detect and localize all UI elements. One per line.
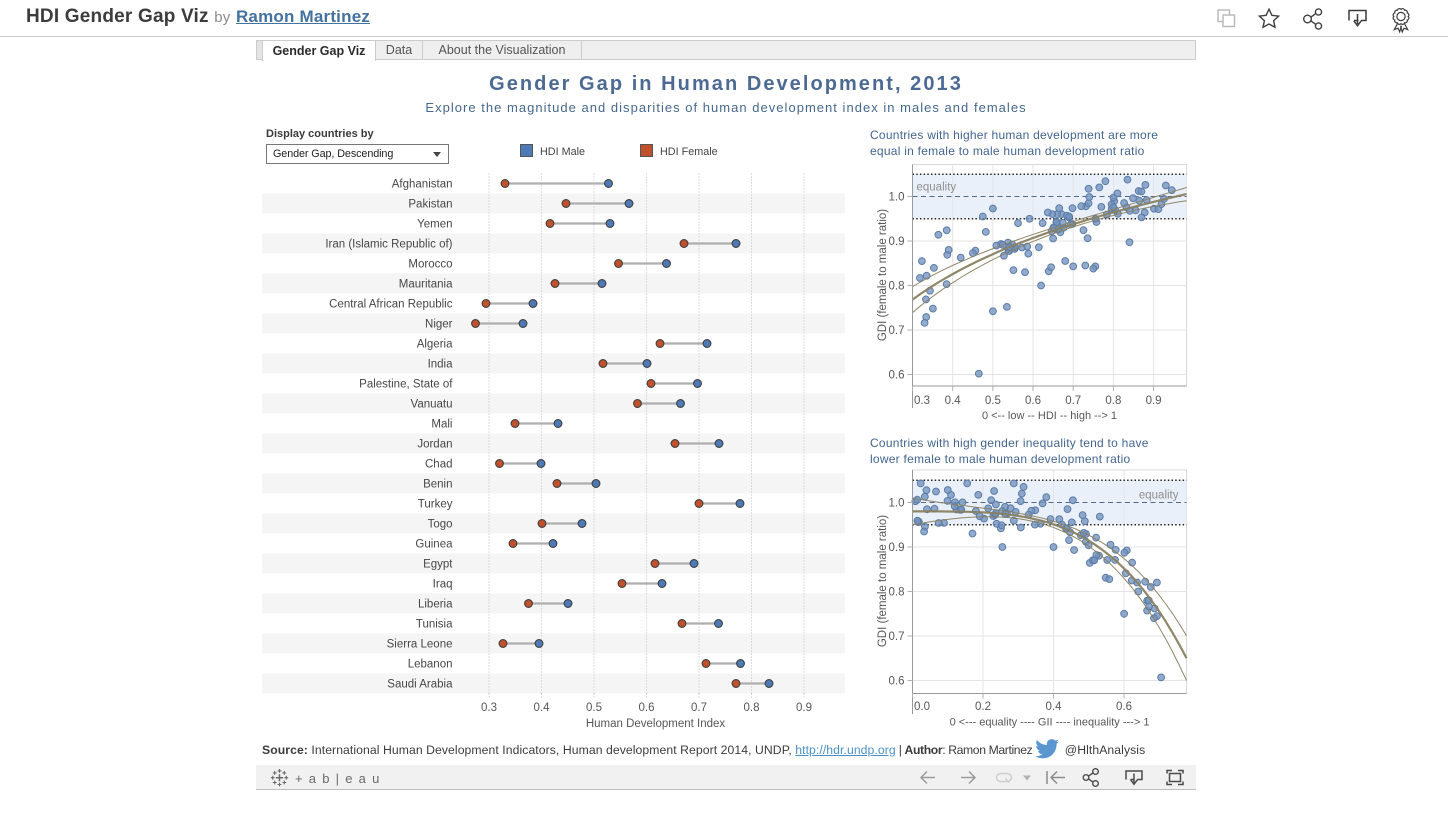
svg-text:0.8: 0.8	[889, 587, 905, 599]
svg-text:Egypt: Egypt	[423, 558, 453, 570]
svg-text:Niger: Niger	[425, 318, 453, 330]
svg-text:0.3: 0.3	[914, 395, 930, 407]
svg-text:0.7: 0.7	[889, 631, 905, 643]
svg-text:1.0: 1.0	[889, 192, 905, 204]
svg-text:0.6: 0.6	[889, 676, 905, 688]
svg-text:equality: equality	[917, 182, 957, 194]
svg-text:Benin: Benin	[423, 478, 452, 490]
svg-text:0.2: 0.2	[975, 701, 991, 713]
svg-text:0.0: 0.0	[914, 701, 930, 713]
svg-text:0 <--- equality ---- GII ----: 0 <--- equality ---- GII ---- inequality…	[950, 716, 1150, 728]
svg-text:Vanuatu: Vanuatu	[411, 398, 453, 410]
svg-text:GDI (female to male ratio): GDI (female to male ratio)	[877, 515, 889, 647]
svg-text:Pakistan: Pakistan	[408, 198, 452, 210]
svg-text:0 <-- low -- HDI -- high --> 1: 0 <-- low -- HDI -- high --> 1	[982, 410, 1117, 422]
svg-text:Mauritania: Mauritania	[399, 278, 453, 290]
svg-text:Guinea: Guinea	[415, 538, 453, 550]
svg-text:Saudi Arabia: Saudi Arabia	[387, 678, 453, 690]
svg-text:Jordan: Jordan	[417, 438, 452, 450]
svg-text:0.5: 0.5	[586, 702, 602, 714]
svg-text:0.4: 0.4	[1046, 701, 1063, 713]
svg-text:0.6: 0.6	[889, 370, 905, 382]
svg-text:0.9: 0.9	[1146, 395, 1162, 407]
svg-text:Iran (Islamic Republic of): Iran (Islamic Republic of)	[325, 238, 452, 250]
svg-text:0.7: 0.7	[691, 702, 707, 714]
svg-text:0.7: 0.7	[889, 325, 905, 337]
svg-text:0.9: 0.9	[889, 542, 905, 554]
svg-text:+ab|eau: +ab|eau	[295, 771, 386, 786]
svg-text:0.4: 0.4	[534, 702, 551, 714]
svg-text:0.9: 0.9	[889, 236, 905, 248]
svg-text:Yemen: Yemen	[417, 218, 452, 230]
svg-text:Iraq: Iraq	[433, 578, 453, 590]
svg-text:Central African Republic: Central African Republic	[329, 298, 453, 310]
svg-text:0.8: 0.8	[744, 702, 760, 714]
svg-text:0.8: 0.8	[1105, 395, 1121, 407]
svg-text:Mali: Mali	[431, 418, 452, 430]
svg-text:Togo: Togo	[428, 518, 453, 530]
svg-text:GDI (female to male ratio): GDI (female to male ratio)	[877, 209, 889, 341]
svg-text:0.7: 0.7	[1065, 395, 1081, 407]
svg-text:India: India	[428, 358, 454, 370]
svg-text:0.8: 0.8	[889, 281, 905, 293]
svg-text:0.6: 0.6	[639, 702, 655, 714]
svg-text:Morocco: Morocco	[408, 258, 452, 270]
svg-text:Afghanistan: Afghanistan	[392, 178, 453, 190]
svg-text:0.6: 0.6	[1116, 701, 1132, 713]
svg-text:Chad: Chad	[425, 458, 453, 470]
svg-text:0.4: 0.4	[945, 395, 962, 407]
svg-text:Sierra Leone: Sierra Leone	[387, 638, 453, 650]
svg-text:Human Development Index: Human Development Index	[586, 718, 726, 730]
svg-text:Turkey: Turkey	[418, 498, 453, 510]
svg-text:1.0: 1.0	[889, 498, 905, 510]
svg-text:equality: equality	[1139, 490, 1179, 502]
svg-text:Liberia: Liberia	[418, 598, 453, 610]
svg-text:0.3: 0.3	[481, 702, 497, 714]
svg-text:Algeria: Algeria	[417, 338, 453, 350]
svg-text:0.9: 0.9	[796, 702, 812, 714]
svg-text:0.5: 0.5	[985, 395, 1001, 407]
svg-text:Palestine, State of: Palestine, State of	[359, 378, 453, 390]
svg-text:0.6: 0.6	[1025, 395, 1041, 407]
svg-text:Tunisia: Tunisia	[416, 618, 453, 630]
svg-text:Lebanon: Lebanon	[408, 658, 453, 670]
